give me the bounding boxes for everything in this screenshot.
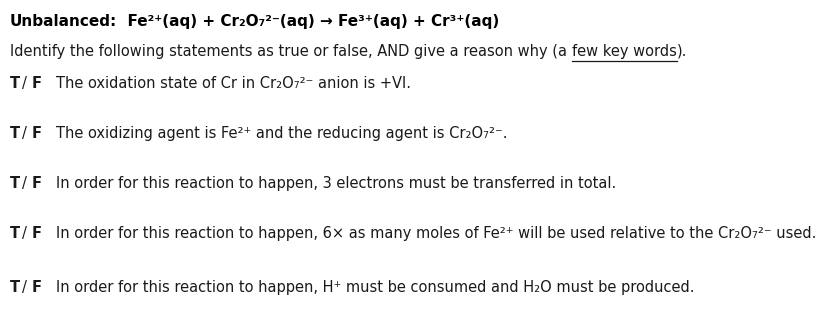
Text: In order for this reaction to happen, 3 electrons must be transferred in total.: In order for this reaction to happen, 3 … bbox=[56, 176, 616, 191]
Text: T: T bbox=[10, 226, 20, 241]
Text: ).: ). bbox=[676, 44, 687, 59]
Text: F: F bbox=[32, 280, 42, 295]
Text: T: T bbox=[10, 76, 20, 91]
Text: Unbalanced:: Unbalanced: bbox=[10, 14, 117, 29]
Text: /: / bbox=[22, 280, 27, 295]
Text: few key words: few key words bbox=[572, 44, 676, 59]
Text: F: F bbox=[32, 76, 42, 91]
Text: T: T bbox=[10, 126, 20, 141]
Text: /: / bbox=[22, 126, 27, 141]
Text: F: F bbox=[32, 126, 42, 141]
Text: /: / bbox=[22, 176, 27, 191]
Text: Identify the following statements as true or false, AND give a reason why (a: Identify the following statements as tru… bbox=[10, 44, 572, 59]
Text: /: / bbox=[22, 76, 27, 91]
Text: In order for this reaction to happen, H⁺ must be consumed and H₂O must be produc: In order for this reaction to happen, H⁺… bbox=[56, 280, 695, 295]
Text: F: F bbox=[32, 226, 42, 241]
Text: T: T bbox=[10, 280, 20, 295]
Text: In order for this reaction to happen, 6× as many moles of Fe²⁺ will be used rela: In order for this reaction to happen, 6×… bbox=[56, 226, 817, 241]
Text: Fe²⁺(aq) + Cr₂O₇²⁻(aq) → Fe³⁺(aq) + Cr³⁺(aq): Fe²⁺(aq) + Cr₂O₇²⁻(aq) → Fe³⁺(aq) + Cr³⁺… bbox=[117, 14, 499, 29]
Text: F: F bbox=[32, 176, 42, 191]
Text: T: T bbox=[10, 176, 20, 191]
Text: The oxidation state of Cr in Cr₂O₇²⁻ anion is +VI.: The oxidation state of Cr in Cr₂O₇²⁻ ani… bbox=[56, 76, 411, 91]
Text: The oxidizing agent is Fe²⁺ and the reducing agent is Cr₂O₇²⁻.: The oxidizing agent is Fe²⁺ and the redu… bbox=[56, 126, 507, 141]
Text: /: / bbox=[22, 226, 27, 241]
